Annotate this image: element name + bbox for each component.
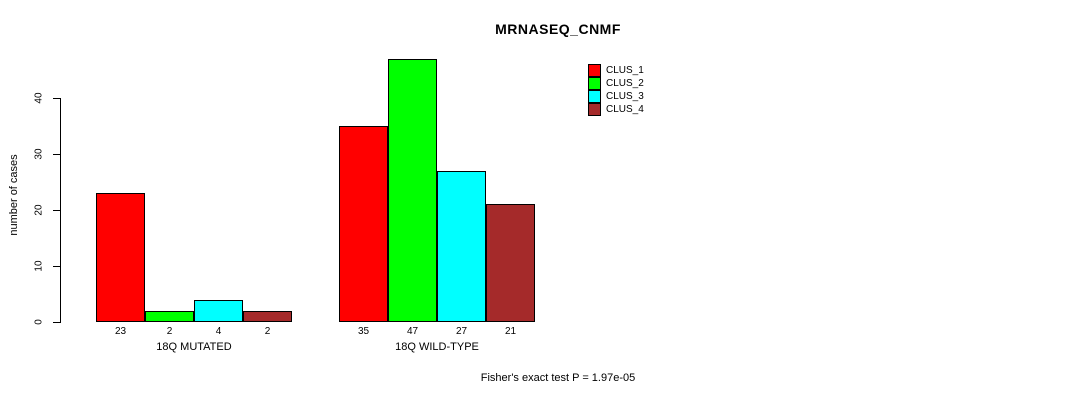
bar-clus_3-2 (437, 170, 486, 322)
legend-item-clus_1: CLUS_1 (588, 64, 644, 77)
y-axis-tick-label: 30 (33, 148, 45, 160)
y-axis-label: number of cases (8, 154, 20, 236)
legend-swatch-clus_4 (588, 103, 601, 116)
bar-clus_2-2 (388, 58, 437, 322)
x-axis-category-label: 18Q MUTATED (156, 341, 232, 353)
bar-value-label: 2 (264, 326, 271, 337)
bar-value-label: 27 (455, 326, 468, 337)
bar-clus_1-1 (96, 193, 145, 322)
fisher-test-annotation: Fisher's exact test P = 1.97e-05 (480, 372, 636, 384)
x-axis-category-label: 18Q WILD-TYPE (395, 341, 479, 353)
legend-item-clus_3: CLUS_3 (588, 90, 644, 103)
y-axis-tick-label: 20 (33, 204, 45, 216)
legend-label: CLUS_2 (606, 78, 644, 89)
y-axis-tick-label: 40 (33, 92, 45, 104)
legend-label: CLUS_3 (606, 91, 644, 102)
legend-item-clus_4: CLUS_4 (588, 103, 644, 116)
legend-swatch-clus_2 (588, 77, 601, 90)
bar-clus_2-1 (145, 310, 194, 322)
bar-clus_4-2 (486, 204, 535, 322)
bar-clus_1-2 (339, 126, 388, 322)
legend-swatch-clus_1 (588, 64, 601, 77)
bar-value-label: 23 (114, 326, 127, 337)
y-axis-line (60, 98, 61, 323)
y-axis-tick (53, 322, 60, 323)
chart-title: MRNASEQ_CNMF (495, 21, 621, 37)
legend-swatch-clus_3 (588, 90, 601, 103)
y-axis-tick-label: 10 (33, 260, 45, 272)
bar-value-label: 2 (166, 326, 173, 337)
bar-clus_4-1 (243, 310, 292, 322)
y-axis-tick-label: 0 (33, 319, 45, 325)
legend-label: CLUS_1 (606, 65, 644, 76)
y-axis-tick (53, 210, 60, 211)
y-axis-tick (53, 266, 60, 267)
bar-value-label: 47 (406, 326, 419, 337)
bar-value-label: 21 (504, 326, 517, 337)
legend-item-clus_2: CLUS_2 (588, 77, 644, 90)
legend-label: CLUS_4 (606, 104, 644, 115)
y-axis-tick (53, 154, 60, 155)
bar-clus_3-1 (194, 299, 243, 322)
legend: CLUS_1 CLUS_2 CLUS_3 CLUS_4 (588, 64, 644, 116)
bar-value-label: 35 (357, 326, 370, 337)
y-axis-tick (53, 98, 60, 99)
bar-value-label: 4 (215, 326, 222, 337)
